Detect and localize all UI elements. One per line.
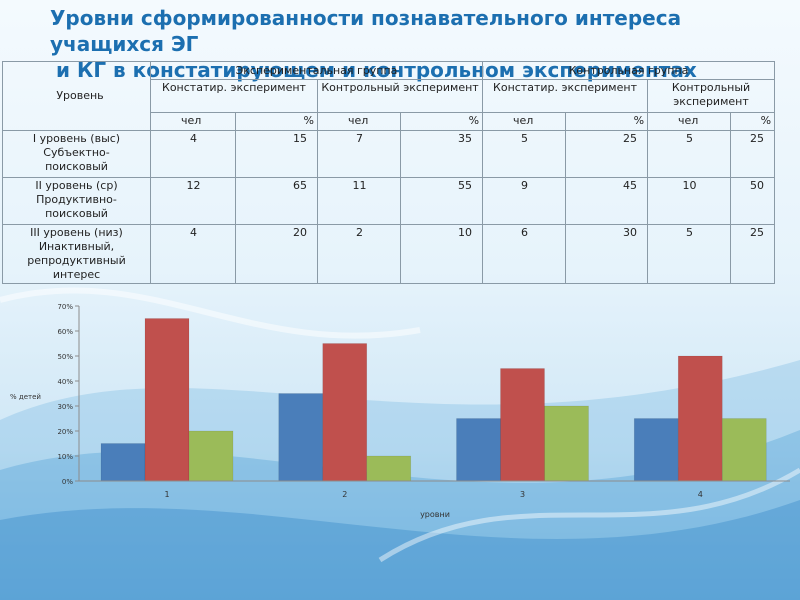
level-label-line: I уровень (выс) (32, 132, 121, 145)
table-cell: 11 (317, 177, 401, 225)
table-cell: 20 (235, 224, 318, 284)
table-cell: 25 (730, 130, 776, 178)
y-tick-label: 70% (57, 303, 73, 311)
table-unit-row: чел % чел % чел % чел % (3, 112, 776, 131)
table-cell: 25 (730, 224, 776, 284)
bar (500, 368, 545, 482)
table-cell: 4 (150, 130, 236, 178)
unit-header: чел (150, 112, 236, 131)
y-tick-label: 40% (57, 378, 73, 386)
y-tick-label: 0% (62, 478, 73, 486)
slide-title-line-1: Уровни сформированности познавательного … (50, 6, 682, 56)
level-label: III уровень (низ) Инактивный, репродукти… (2, 224, 151, 284)
level-label: I уровень (выс) Субъектно- поисковый (2, 130, 151, 178)
table-cell: 15 (235, 130, 318, 178)
unit-header: % (565, 112, 649, 131)
table-cell: 35 (399, 130, 484, 178)
table-subheader-row: Констатир. эксперимент Контрольный экспе… (3, 79, 776, 113)
results-table: Уровень Экспериментальная группа Контрол… (2, 61, 776, 284)
bar (278, 393, 324, 482)
table-cell: 4 (150, 224, 236, 284)
bar (544, 405, 589, 482)
level-label-line: Продуктивно- (36, 193, 117, 206)
table-cell: 50 (730, 177, 776, 225)
experiment-header: Контрольный эксперимент (647, 79, 776, 113)
level-column-header: Уровень (2, 61, 151, 131)
experiment-header: Констатир. эксперимент (482, 79, 649, 113)
bar (677, 355, 723, 482)
table-cell: 9 (482, 177, 567, 225)
table-cell: 45 (565, 177, 649, 225)
table-cell: 5 (647, 224, 732, 284)
x-tick-label: 3 (520, 490, 525, 499)
unit-header: чел (482, 112, 567, 131)
bar (366, 455, 412, 482)
unit-header: % (235, 112, 318, 131)
bar (721, 418, 767, 482)
unit-header: % (399, 112, 484, 131)
table-row: II уровень (ср) Продуктивно- поисковый 1… (2, 177, 776, 225)
level-label-line: Инактивный, (38, 240, 115, 253)
unit-header: чел (317, 112, 401, 131)
table-row: I уровень (выс) Субъектно- поисковый 4 1… (2, 130, 776, 178)
level-label-line: поисковый (45, 207, 108, 220)
y-axis-title: % детей (10, 393, 41, 401)
bar (322, 343, 368, 482)
level-label-line: II уровень (ср) (35, 179, 118, 192)
table-cell: 2 (317, 224, 401, 284)
table-header-row: Уровень Экспериментальная группа Контрол… (2, 61, 776, 131)
table-row: III уровень (низ) Инактивный, репродукти… (2, 224, 776, 284)
x-tick-label: 4 (698, 490, 703, 499)
bar (100, 443, 146, 482)
x-tick-label: 1 (164, 490, 169, 499)
table-cell: 65 (235, 177, 318, 225)
table-cell: 10 (647, 177, 732, 225)
level-label: II уровень (ср) Продуктивно- поисковый (2, 177, 151, 225)
level-label-line: репродуктивный (27, 254, 126, 267)
table-cell: 55 (399, 177, 484, 225)
table-cell: 25 (565, 130, 649, 178)
table-cell: 12 (150, 177, 236, 225)
bar (144, 318, 190, 482)
y-tick-label: 50% (57, 353, 73, 361)
level-label-line: Субъектно- (43, 146, 110, 159)
experiment-header: Контрольный эксперимент (316, 79, 484, 113)
bar-chart: 0% 10% 20% 30% 40% 50% 60% 70% 1 2 3 4 % детей уровни (10, 303, 790, 519)
group-header-experimental: Экспериментальная группа (149, 61, 484, 80)
table-cell: 7 (317, 130, 401, 178)
x-axis-title: уровни (420, 510, 450, 519)
group-header-control: Контрольная группа (482, 61, 776, 80)
bar (456, 418, 501, 482)
x-tick-label: 2 (342, 490, 347, 499)
table-cell: 6 (482, 224, 567, 284)
bar (633, 418, 679, 482)
bar (188, 430, 234, 482)
unit-header: % (730, 112, 776, 131)
y-tick-label: 30% (57, 403, 73, 411)
unit-header: чел (647, 112, 732, 131)
table-cell: 30 (565, 224, 649, 284)
level-label-line: интерес (52, 268, 101, 281)
y-tick-label: 10% (57, 453, 73, 461)
y-tick-label: 60% (57, 328, 73, 336)
y-tick-label: 20% (57, 428, 73, 436)
level-label-line: поисковый (45, 160, 108, 173)
table-cell: 5 (647, 130, 732, 178)
table-cell: 10 (399, 224, 484, 284)
table-cell: 5 (482, 130, 567, 178)
experiment-header: Констатир. эксперимент (150, 79, 318, 113)
level-label-line: III уровень (низ) (30, 226, 123, 239)
